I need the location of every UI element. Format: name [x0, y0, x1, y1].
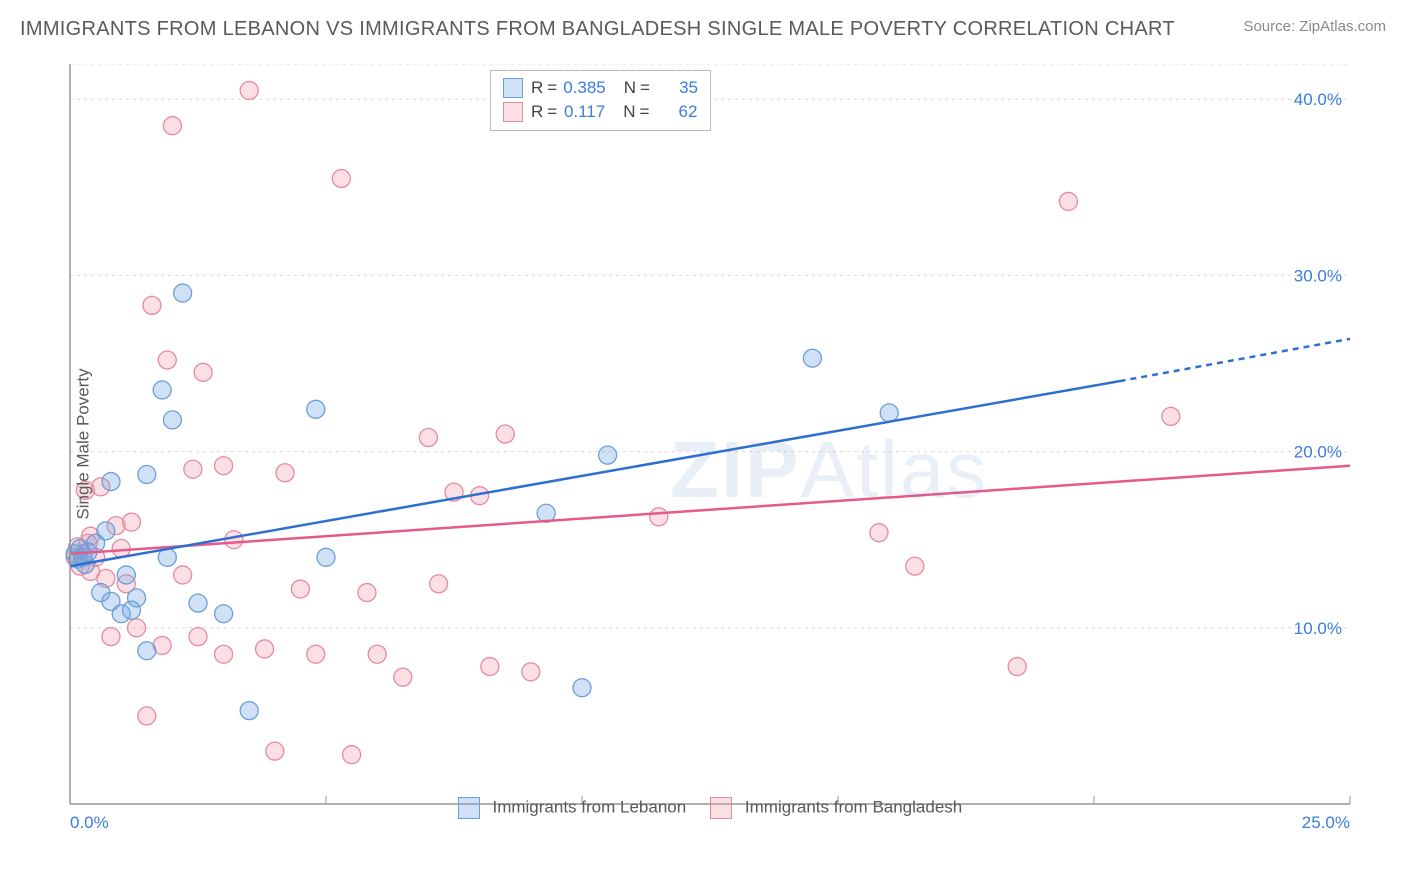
- svg-text:40.0%: 40.0%: [1294, 90, 1342, 109]
- watermark: ZIPAtlas: [670, 424, 988, 516]
- legend-row-bangladesh: R= 0.117 N= 62: [503, 100, 698, 124]
- legend-item-lebanon: Immigrants from Lebanon: [458, 797, 686, 819]
- r-value-lebanon: 0.385: [563, 76, 606, 100]
- legend-item-bangladesh: Immigrants from Bangladesh: [710, 797, 962, 819]
- r-value-bangladesh: 0.117: [563, 100, 605, 124]
- correlation-legend: R= 0.385 N= 35 R= 0.117 N= 62: [490, 70, 711, 131]
- swatch-lebanon: [503, 78, 523, 98]
- swatch-bangladesh-icon: [710, 797, 732, 819]
- chart-title: IMMIGRANTS FROM LEBANON VS IMMIGRANTS FR…: [20, 18, 1175, 40]
- svg-text:20.0%: 20.0%: [1294, 443, 1342, 462]
- n-value-bangladesh: 62: [655, 100, 697, 124]
- svg-text:10.0%: 10.0%: [1294, 619, 1342, 638]
- legend-row-lebanon: R= 0.385 N= 35: [503, 76, 698, 100]
- y-axis-label: Single Male Poverty: [74, 368, 94, 519]
- swatch-bangladesh: [503, 102, 523, 122]
- source-label: Source: ZipAtlas.com: [1243, 18, 1386, 35]
- swatch-lebanon-icon: [458, 797, 480, 819]
- svg-text:30.0%: 30.0%: [1294, 266, 1342, 285]
- series-legend: Immigrants from Lebanon Immigrants from …: [50, 797, 1370, 819]
- n-value-lebanon: 35: [656, 76, 698, 100]
